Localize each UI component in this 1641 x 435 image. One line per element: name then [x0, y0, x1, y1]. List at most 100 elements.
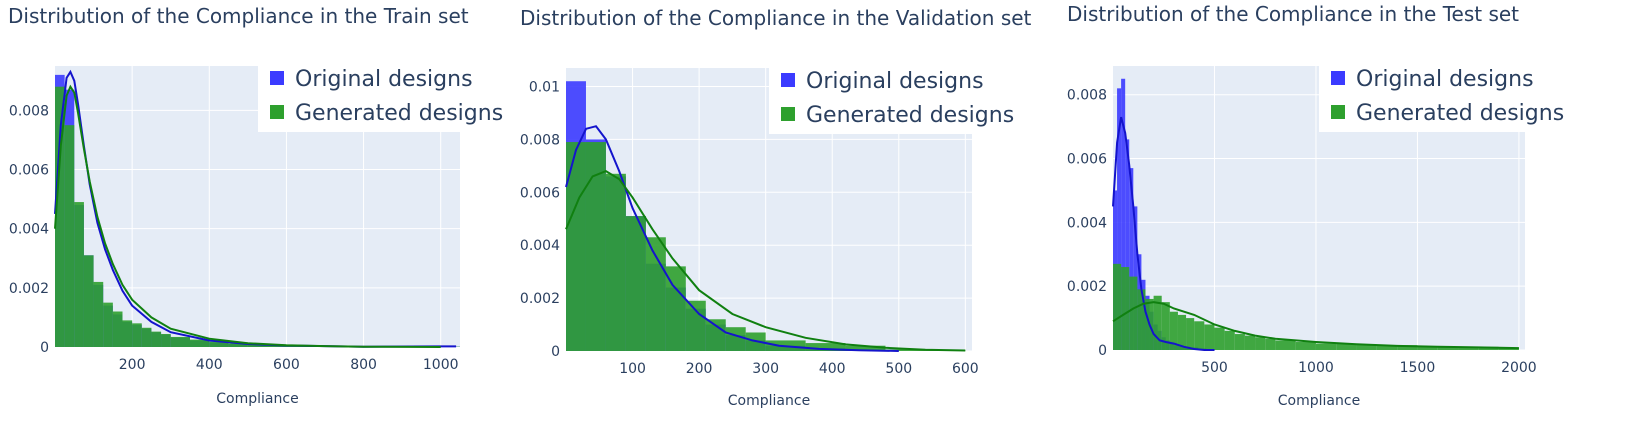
histogram-bar-original — [1121, 78, 1126, 351]
histogram-bar-generated — [1458, 346, 1479, 350]
x-tick-label: 200 — [686, 361, 713, 377]
histogram-bar-generated — [1121, 267, 1130, 350]
histogram-bar-generated — [55, 86, 65, 347]
y-tick-label: 0.008 — [520, 132, 560, 148]
x-tick-label: 2000 — [1501, 360, 1537, 376]
y-tick-label: 0.008 — [1067, 88, 1107, 104]
chart-title-train: Distribution of the Compliance in the Tr… — [8, 4, 469, 28]
histogram-bar-original — [1117, 88, 1122, 350]
histogram-bar-generated — [64, 125, 75, 347]
kde-line-original — [565, 125, 899, 352]
legend-label-original: Original designs — [1356, 67, 1534, 92]
histogram-bar-generated — [1417, 346, 1438, 350]
x-tick-label: 1000 — [423, 357, 459, 373]
histogram-bar-generated — [845, 345, 886, 351]
x-axis-title: Compliance — [728, 393, 810, 409]
histogram-bar-generated — [1113, 263, 1122, 350]
legend-label-original: Original designs — [295, 67, 473, 92]
histogram-bar-generated — [1153, 295, 1162, 350]
histogram-bar-generated — [170, 336, 190, 347]
y-tick-label: 0 — [40, 340, 49, 356]
histogram-bar-generated — [885, 349, 926, 351]
histogram-bar-generated — [1234, 334, 1245, 350]
x-tick-label: 400 — [819, 361, 846, 377]
legend-label-generated: Generated designs — [1356, 101, 1564, 126]
y-tick-label: 0.002 — [9, 281, 49, 297]
kde-line-generated — [565, 169, 966, 352]
histogram-bar-generated — [122, 320, 133, 347]
histogram-bar-generated — [190, 339, 210, 347]
histogram-bar-generated — [1397, 345, 1418, 350]
x-tick-label: 300 — [752, 361, 779, 377]
y-tick-label: 0.002 — [520, 291, 560, 307]
histogram-bar-generated — [1194, 321, 1205, 350]
histogram-bar-generated — [805, 343, 846, 351]
histogram-bar-generated — [1177, 314, 1187, 350]
legend-swatch-generated — [1331, 105, 1345, 119]
x-tick-label: 600 — [273, 357, 300, 373]
legend-label-generated: Generated designs — [806, 103, 1014, 128]
histogram-bar-generated — [625, 216, 646, 351]
histogram-bar-generated — [605, 173, 626, 351]
histogram-bar-generated — [1376, 345, 1398, 350]
kde-line-original — [1112, 116, 1215, 351]
legend-swatch-original — [781, 73, 795, 87]
legend-label-generated: Generated designs — [295, 101, 503, 126]
histogram-bar-generated — [1169, 311, 1178, 350]
x-tick-label: 400 — [196, 357, 223, 373]
histogram-bar-generated — [685, 300, 706, 351]
x-tick-label: 500 — [1201, 360, 1228, 376]
x-tick-label: 500 — [885, 361, 912, 377]
histogram-bar-generated — [247, 344, 287, 347]
histogram-bar-generated — [151, 331, 162, 347]
y-tick-label: 0.004 — [520, 238, 560, 254]
histogram-bar-generated — [665, 266, 686, 351]
y-tick-label: 0.002 — [1067, 279, 1107, 295]
chart-title-test: Distribution of the Compliance in the Te… — [1067, 2, 1520, 26]
y-tick-label: 0.004 — [9, 222, 49, 238]
histogram-bar-generated — [228, 343, 248, 347]
kde-line-generated — [54, 84, 441, 348]
x-axis-title: Compliance — [216, 391, 298, 407]
histogram-bar-generated — [1356, 344, 1377, 350]
histogram-bar-generated — [141, 327, 152, 347]
x-tick-label: 200 — [119, 357, 146, 373]
legend-swatch-original — [1331, 71, 1345, 85]
kde-line-generated — [1112, 301, 1519, 350]
histogram-bar-generated — [1161, 302, 1170, 350]
histogram-bar-generated — [1315, 343, 1337, 350]
legend — [769, 64, 1001, 134]
y-tick-label: 0.006 — [1067, 152, 1107, 168]
histogram-bar-generated — [1224, 330, 1235, 350]
histogram-bar-generated — [1214, 327, 1225, 350]
legend-label-original: Original designs — [806, 69, 984, 94]
legend — [1319, 62, 1551, 132]
y-tick-label: 0.008 — [9, 103, 49, 119]
y-tick-label: 0.006 — [9, 163, 49, 179]
y-tick-label: 0.004 — [1067, 215, 1107, 231]
histogram-bar-generated — [112, 311, 123, 347]
x-tick-label: 100 — [619, 361, 646, 377]
y-tick-label: 0 — [551, 344, 560, 360]
x-tick-label: 1000 — [1298, 360, 1334, 376]
histogram-bar-generated — [161, 333, 171, 347]
x-tick-label: 600 — [952, 361, 979, 377]
histogram-bar-generated — [209, 341, 229, 347]
histogram-bar-generated — [1255, 337, 1266, 350]
histogram-bar-generated — [93, 281, 104, 347]
histogram-bar-generated — [1186, 318, 1195, 350]
x-axis-title: Compliance — [1278, 393, 1360, 409]
histogram-bar-generated — [83, 255, 94, 347]
histogram-bar-original — [1129, 168, 1134, 350]
y-tick-label: 0 — [1098, 343, 1107, 359]
y-tick-label: 0.01 — [529, 80, 560, 96]
histogram-bar-generated — [1265, 338, 1276, 350]
chart-title-validation: Distribution of the Compliance in the Va… — [520, 6, 1032, 30]
histogram-bar-original — [1125, 139, 1130, 350]
x-tick-label: 1500 — [1400, 360, 1436, 376]
legend-swatch-generated — [270, 105, 284, 119]
histogram-bar-generated — [705, 319, 726, 351]
histogram-bar-generated — [1137, 289, 1146, 350]
